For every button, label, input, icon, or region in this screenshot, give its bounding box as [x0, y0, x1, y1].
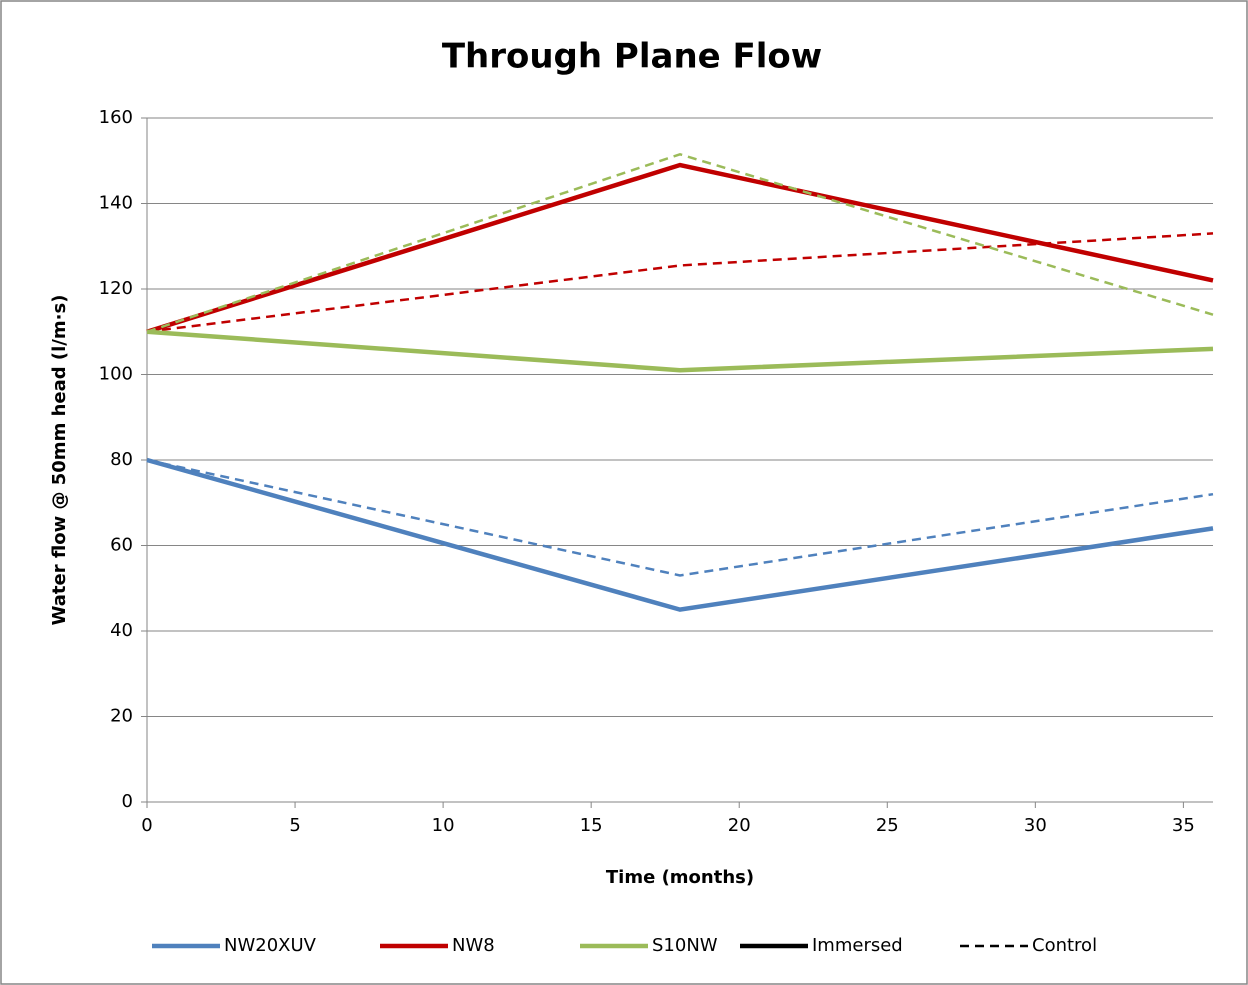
y-tick-label: 80	[110, 449, 133, 470]
legend-label: NW20XUV	[224, 935, 317, 956]
series-line	[146, 162, 1214, 334]
y-axis-label: Water flow @ 50mm head (l/m·s)	[49, 295, 70, 626]
x-tick-label: 5	[289, 815, 300, 836]
y-tick-label: 160	[99, 107, 133, 128]
series-line	[146, 457, 1214, 612]
legend-label: Immersed	[812, 935, 903, 956]
x-tick-label: 0	[141, 815, 152, 836]
y-tick-label: 20	[110, 706, 133, 727]
x-tick-label: 30	[1024, 815, 1047, 836]
y-tick-label: 60	[110, 535, 133, 556]
series-line	[146, 329, 1214, 373]
series-line	[146, 458, 1214, 577]
x-tick-label: 35	[1172, 815, 1195, 836]
legend-label: S10NW	[652, 935, 718, 956]
legend-label: NW8	[452, 935, 495, 956]
y-tick-label: 120	[99, 278, 133, 299]
y-tick-label: 100	[99, 364, 133, 385]
chart-title: Through Plane Flow	[442, 37, 822, 77]
x-tick-label: 20	[728, 815, 751, 836]
x-tick-label: 15	[580, 815, 603, 836]
series-line	[146, 232, 1214, 333]
y-tick-label: 40	[110, 620, 133, 641]
legend-label: Control	[1032, 935, 1097, 956]
y-tick-label: 0	[122, 791, 133, 812]
x-tick-label: 25	[876, 815, 899, 836]
x-axis-label: Time (months)	[606, 867, 754, 888]
x-tick-label: 10	[432, 815, 455, 836]
series-line	[146, 153, 1214, 333]
y-tick-label: 140	[99, 193, 133, 214]
